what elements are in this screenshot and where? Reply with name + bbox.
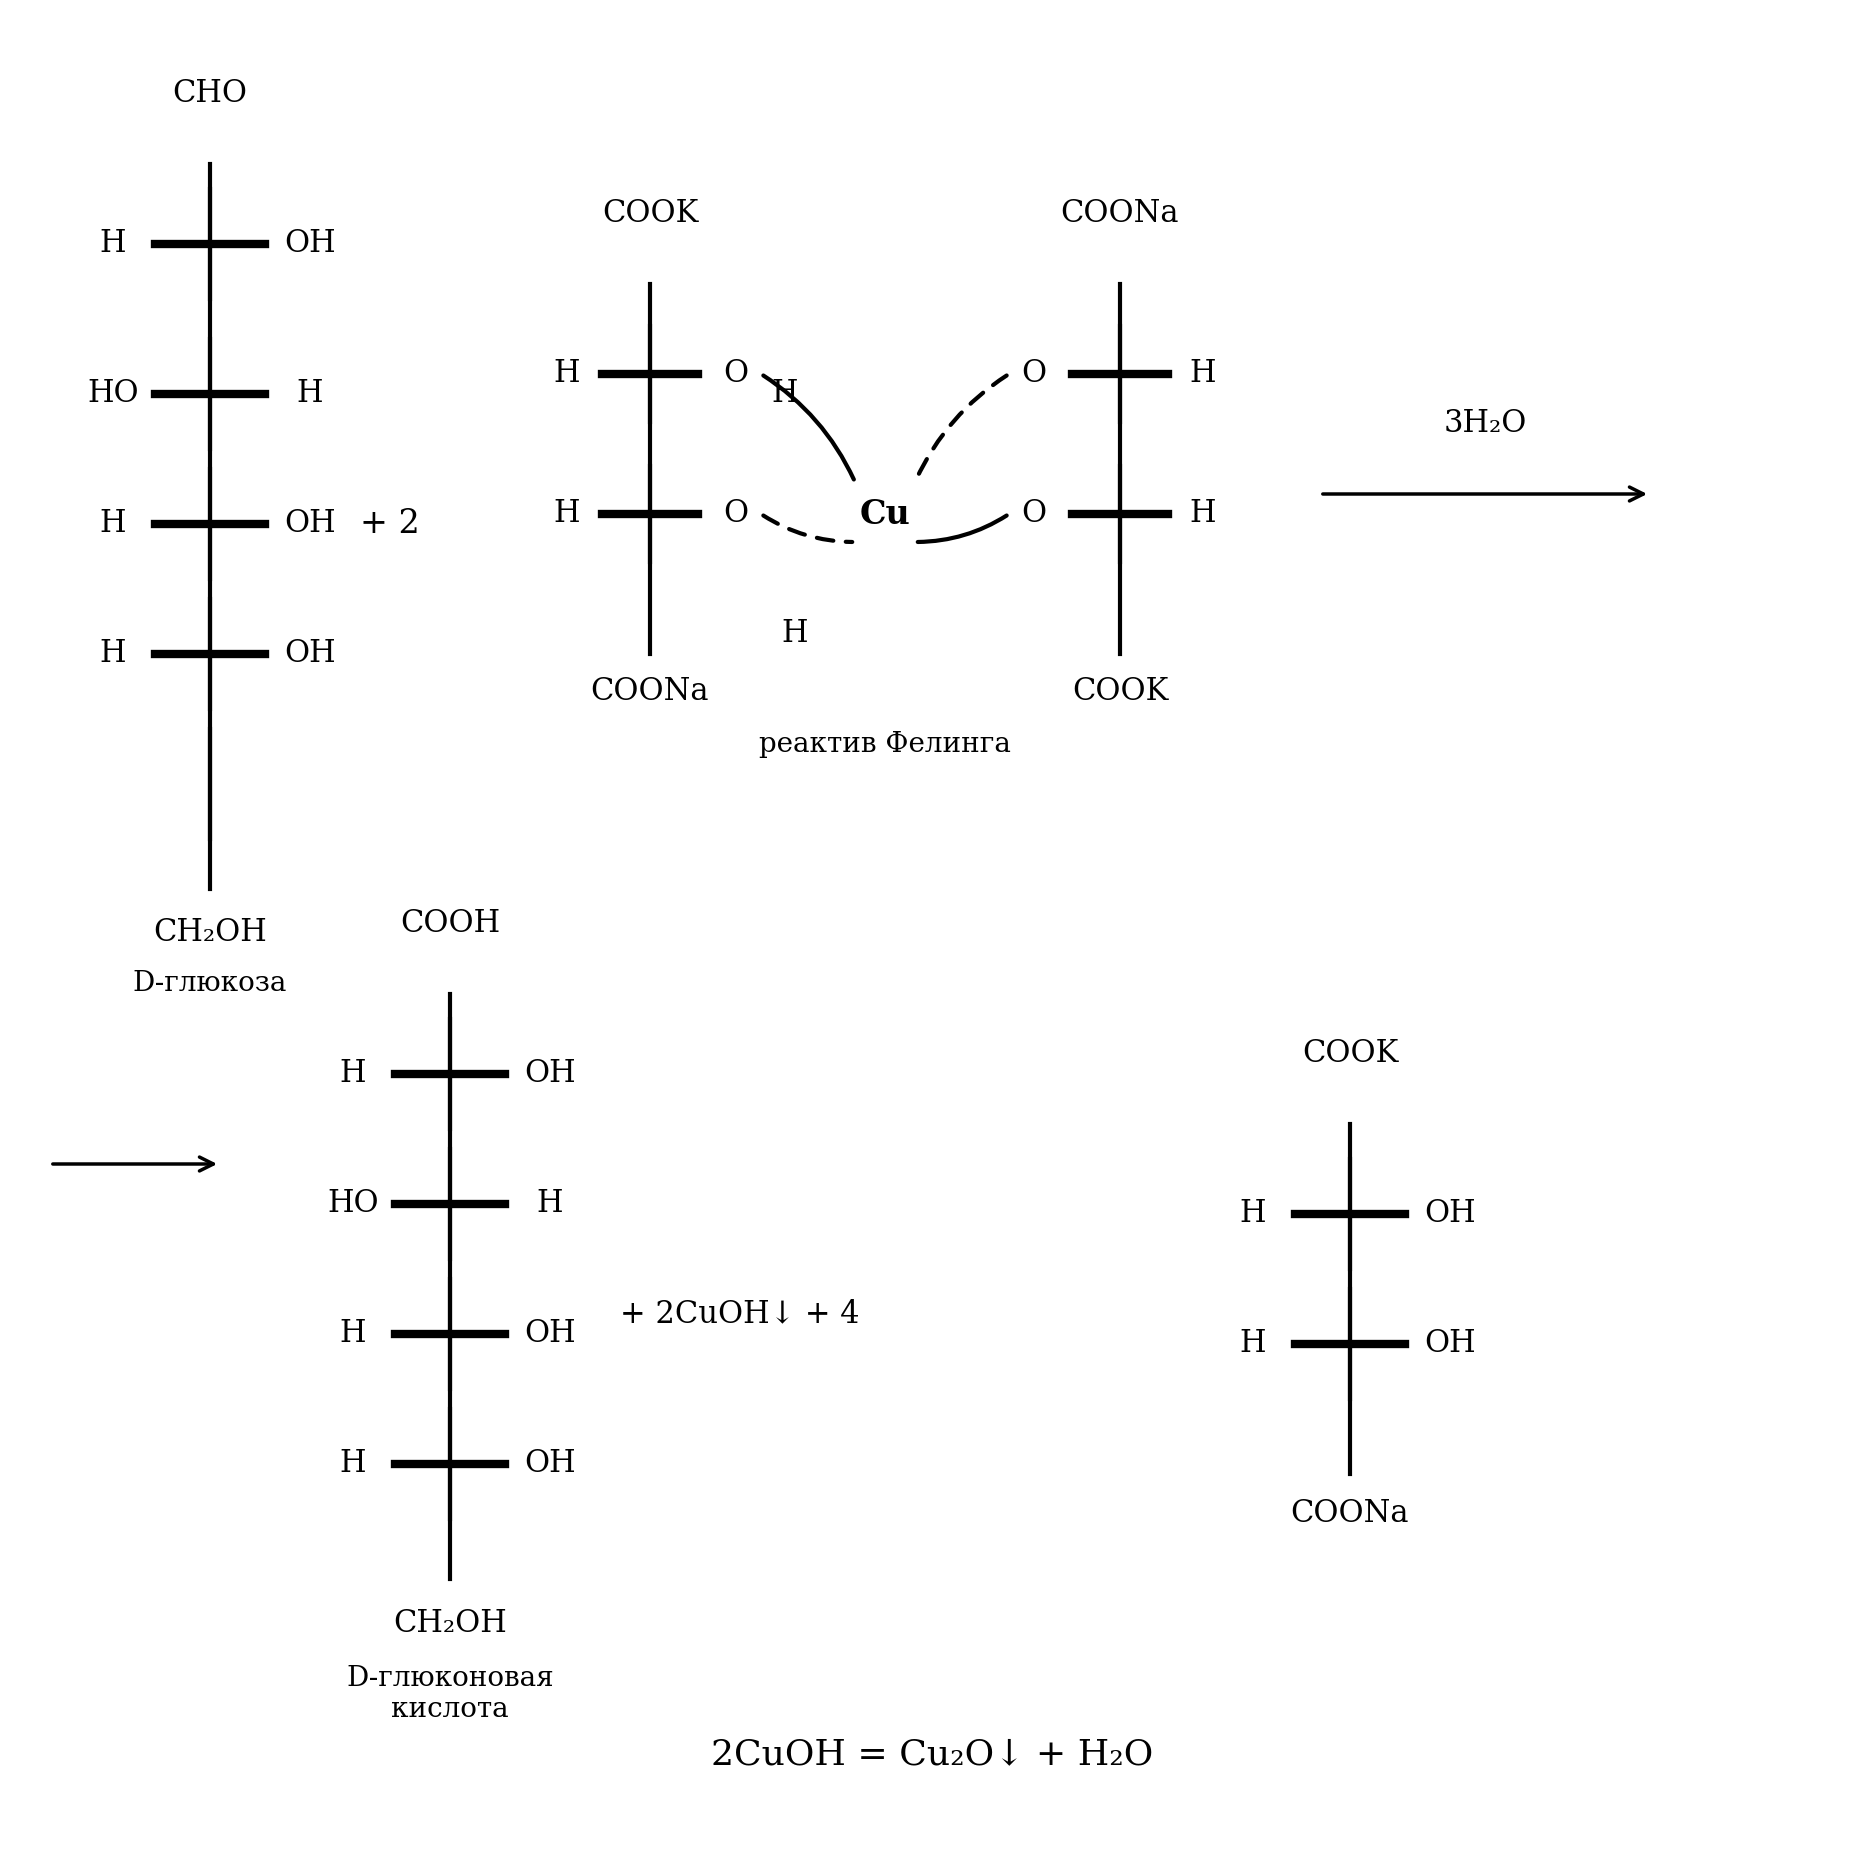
Text: H: H xyxy=(772,378,798,410)
Text: реактив Фелинга: реактив Фелинга xyxy=(759,731,1010,757)
Text: O: O xyxy=(723,358,749,390)
Text: H: H xyxy=(339,1059,365,1089)
Text: HO: HO xyxy=(88,378,138,410)
Text: H: H xyxy=(781,619,809,649)
Text: OH: OH xyxy=(1424,1199,1476,1230)
Text: H: H xyxy=(101,509,127,539)
Text: H: H xyxy=(101,639,127,669)
Text: COOK: COOK xyxy=(1072,677,1169,708)
Text: OH: OH xyxy=(524,1059,576,1089)
Text: H: H xyxy=(1189,358,1215,390)
Text: COONa: COONa xyxy=(591,677,708,708)
Text: + 2CuOH↓ + 4: + 2CuOH↓ + 4 xyxy=(621,1299,859,1329)
Text: 2CuOH = Cu₂O↓ + H₂O: 2CuOH = Cu₂O↓ + H₂O xyxy=(710,1737,1154,1771)
Text: D-глюкоза: D-глюкоза xyxy=(132,971,287,997)
Text: COOK: COOK xyxy=(602,198,699,229)
Text: O: O xyxy=(1021,358,1046,390)
Text: HO: HO xyxy=(328,1189,378,1219)
Text: OH: OH xyxy=(283,639,336,669)
Text: H: H xyxy=(554,358,580,390)
Text: H: H xyxy=(1189,498,1215,529)
Text: H: H xyxy=(101,229,127,259)
Text: COONa: COONa xyxy=(1290,1499,1409,1530)
Text: OH: OH xyxy=(524,1448,576,1480)
Text: 3H₂O: 3H₂O xyxy=(1443,408,1527,440)
Text: CH₂OH: CH₂OH xyxy=(153,917,267,947)
Text: H: H xyxy=(296,378,322,410)
Text: + 2: + 2 xyxy=(360,509,419,541)
Text: O: O xyxy=(723,498,749,529)
Text: H: H xyxy=(1240,1329,1266,1359)
Text: CH₂OH: CH₂OH xyxy=(393,1609,507,1640)
Text: COOH: COOH xyxy=(401,908,500,939)
Text: H: H xyxy=(554,498,580,529)
Text: OH: OH xyxy=(1424,1329,1476,1359)
Text: COOK: COOK xyxy=(1301,1038,1398,1070)
Text: Cu: Cu xyxy=(859,498,910,531)
Text: OH: OH xyxy=(283,509,336,539)
Text: H: H xyxy=(1240,1199,1266,1230)
Text: H: H xyxy=(537,1189,563,1219)
Text: D-глюконовая
кислота: D-глюконовая кислота xyxy=(347,1665,554,1722)
Text: CHO: CHO xyxy=(173,78,248,110)
Text: OH: OH xyxy=(283,229,336,259)
Text: H: H xyxy=(339,1318,365,1350)
Text: O: O xyxy=(1021,498,1046,529)
Text: OH: OH xyxy=(524,1318,576,1350)
Text: H: H xyxy=(339,1448,365,1480)
Text: COONa: COONa xyxy=(1061,198,1180,229)
